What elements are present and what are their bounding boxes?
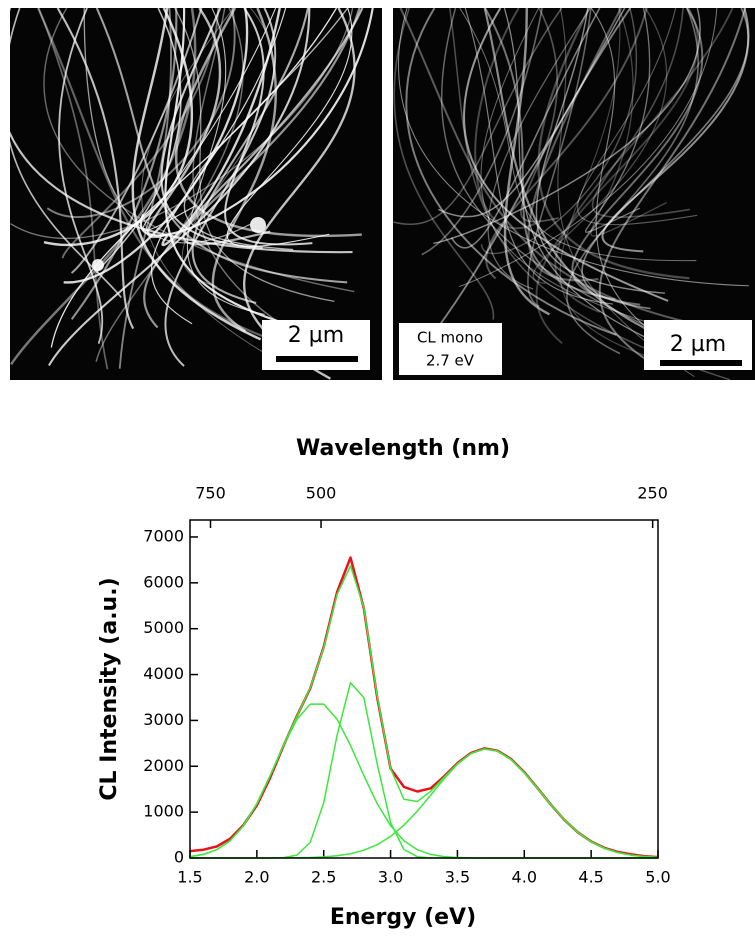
figure: 2 µm 2 µm CL mono 2.7 eV Wavelength (nm)…: [0, 0, 755, 938]
plot-frame: [190, 520, 658, 858]
x-tick-label: 1.5: [177, 868, 202, 887]
series-line: [190, 566, 658, 858]
scale-label: 2 µm: [670, 332, 726, 357]
x2-tick-label: 500: [306, 484, 337, 503]
x2-tick-label: 250: [637, 484, 668, 503]
series-line: [190, 704, 658, 858]
x-tick-label: 2.5: [311, 868, 336, 887]
scale-bar: [276, 356, 358, 362]
y-axis-title: CL Intensity (a.u.): [97, 577, 122, 800]
page: {"images": [ {"scale_bar": "2 µm"}, {"sc…: [0, 0, 755, 938]
y-tick-label: 1000: [143, 802, 184, 821]
image-label: CL mono: [417, 329, 483, 347]
series-line: [190, 683, 658, 858]
y-tick-label: 4000: [143, 664, 184, 683]
x-tick-label: 3.5: [445, 868, 470, 887]
scale-label: 2 µm: [288, 323, 344, 348]
x-tick-label: 2.0: [244, 868, 269, 887]
series-line: [190, 558, 658, 858]
y-tick-label: 6000: [143, 572, 184, 591]
x2-tick-label: 750: [195, 484, 226, 503]
y-tick-label: 7000: [143, 526, 184, 545]
glow: [250, 217, 266, 233]
scale-bar: [660, 360, 742, 366]
x-tick-label: 5.0: [645, 868, 670, 887]
image-label: 2.7 eV: [426, 352, 475, 370]
x-axis-title: Energy (eV): [330, 905, 476, 930]
x-tick-label: 4.0: [512, 868, 537, 887]
y-tick-label: 0: [174, 848, 184, 867]
x-tick-label: 4.5: [578, 868, 603, 887]
y-tick-label: 2000: [143, 756, 184, 775]
series-line: [190, 749, 658, 858]
y-tick-label: 3000: [143, 710, 184, 729]
glow: [92, 259, 104, 271]
x2-axis-title: Wavelength (nm): [296, 436, 510, 461]
y-tick-label: 5000: [143, 618, 184, 637]
x-tick-label: 3.0: [378, 868, 403, 887]
